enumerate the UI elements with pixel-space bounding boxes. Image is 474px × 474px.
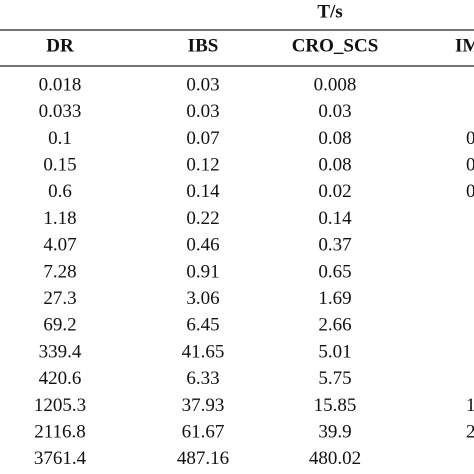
column-header: IM [455,35,474,56]
cell: 2.66 [318,315,351,336]
cell: 3.06 [186,288,219,309]
cell: 0 [466,128,474,149]
cell: 0.08 [318,154,351,175]
cell: 1.18 [43,208,76,229]
cell: 0.02 [318,181,351,202]
cell: 0.22 [186,208,219,229]
group-header: T/s [317,1,342,22]
cell: 0.14 [186,181,220,202]
cell: 487.16 [177,448,229,469]
column-header: CRO_SCS [292,35,379,56]
cell: 0 [466,154,474,175]
cell: 0 [466,181,474,202]
cell: 37.93 [182,395,225,416]
cell: 39.9 [318,421,351,442]
cell: 41.65 [182,341,225,362]
cell: 0.03 [186,74,219,95]
cell: 69.2 [43,315,76,336]
cell: 1.69 [318,288,351,309]
cell: 15.85 [314,395,357,416]
column-header: DR [46,35,74,56]
cell: 1205.3 [34,395,86,416]
cell: 0.91 [186,261,219,282]
cell: 480.02 [309,448,361,469]
cell: 1 [466,395,474,416]
cell: 0.03 [186,101,219,122]
cell: 0.03 [318,101,351,122]
cell: 6.45 [186,315,219,336]
cell: 420.6 [39,368,82,389]
cell: 0.12 [186,154,219,175]
cell: 0.15 [43,154,76,175]
cell: 0.6 [48,181,72,202]
cell: 5.01 [318,341,351,362]
cell: 0.65 [318,261,351,282]
cell: 0.008 [314,74,357,95]
cell: 0.46 [186,235,219,256]
cell: 3761.4 [34,448,87,469]
cell: 27.3 [43,288,76,309]
cell: 2116.8 [34,421,86,442]
cell: 61.67 [182,421,225,442]
cell: 2 [466,421,474,442]
cell: 4.07 [43,235,76,256]
cell: 7.28 [43,261,76,282]
cell: 6.33 [186,368,219,389]
cell: 0.07 [186,128,219,149]
cell: 339.4 [39,341,82,362]
cell: 5.75 [318,368,351,389]
column-header: IBS [188,35,219,56]
cell: 0.033 [39,101,82,122]
cell: 0.08 [318,128,351,149]
cell: 0.018 [39,74,82,95]
cell: 0.1 [48,128,72,149]
cell: 0.14 [318,208,352,229]
cell: 0.37 [318,235,351,256]
